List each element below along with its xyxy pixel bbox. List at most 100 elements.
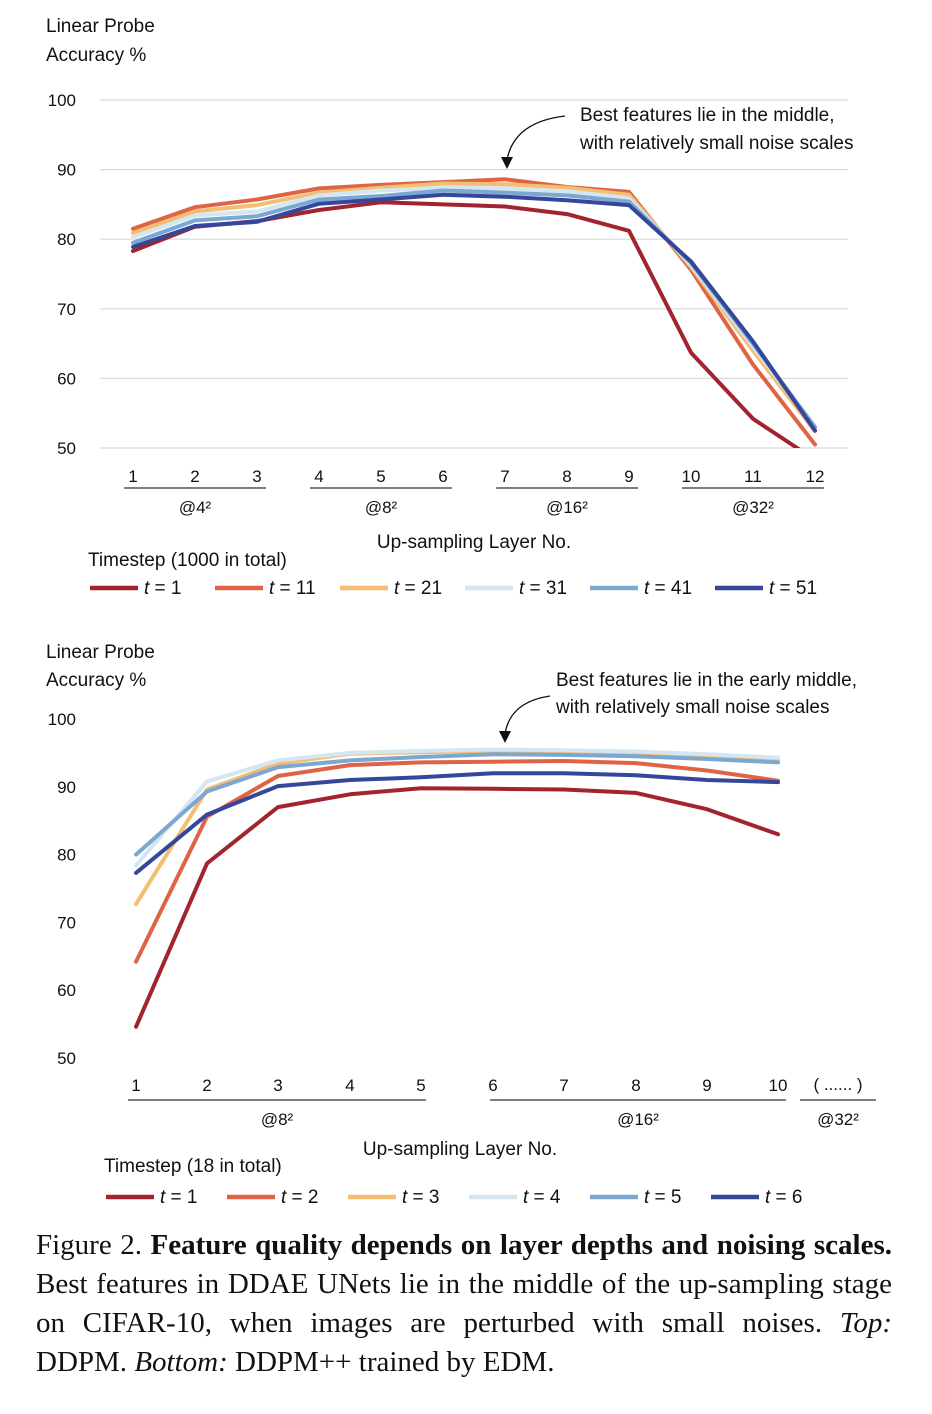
x-tick-label: 1: [131, 1076, 140, 1095]
legend-label: t = 31: [519, 578, 567, 599]
bottom-xlabel: Up-sampling Layer No.: [363, 1139, 557, 1160]
bottom-group-brackets: @8² @16² @32²: [128, 1099, 876, 1129]
bottom-annotation-line2: with relatively small noise scales: [555, 697, 830, 718]
x-tick-label: 8: [631, 1076, 640, 1095]
bottom-legend-title: Timestep (18 in total): [104, 1156, 282, 1177]
x-tick-label: 6: [488, 1076, 497, 1095]
bottom-extra-tick: ( ...... ): [813, 1075, 862, 1094]
y-tick-label: 80: [57, 846, 76, 865]
x-tick-label: 10: [769, 1076, 788, 1095]
x-tick-label: 7: [559, 1076, 568, 1095]
bottom-ylabel-line2: Accuracy %: [46, 670, 146, 691]
caption-text3: DDPM++ trained by EDM.: [227, 1346, 555, 1378]
x-tick-label: 10: [682, 467, 701, 486]
bottom-ylabel-line1: Linear Probe: [46, 642, 155, 663]
legend-label: t = 51: [769, 578, 817, 599]
top-group-brackets: @4² @8² @16² @32²: [124, 487, 824, 517]
group-label: @4²: [179, 498, 212, 517]
group-label: @16²: [617, 1110, 659, 1129]
x-tick-label: 2: [190, 467, 199, 486]
y-tick-label: 60: [57, 369, 76, 388]
x-tick-label: 5: [416, 1076, 425, 1095]
series-line-2: [134, 759, 780, 964]
series-line-2: [131, 177, 817, 447]
series-line-1: [131, 200, 801, 448]
top-annotation-arrowhead: [501, 157, 513, 169]
x-tick-label: 6: [438, 467, 447, 486]
bottom-x-tick-labels: 1 2 3 4 5 6 7 8 9 10: [131, 1076, 787, 1095]
y-tick-label: 90: [57, 778, 76, 797]
y-tick-label: 60: [57, 981, 76, 1000]
top-xlabel: Up-sampling Layer No.: [377, 532, 571, 553]
legend-label: t = 5: [644, 1187, 682, 1208]
series-line-5: [134, 752, 780, 857]
legend-label: t = 6: [765, 1187, 803, 1208]
bottom-y-tick-labels: 50 60 70 80 90 100: [48, 710, 76, 1068]
y-tick-label: 70: [57, 300, 76, 319]
group-label: @32²: [732, 498, 774, 517]
x-tick-label: 5: [376, 467, 385, 486]
caption-italic-bottom: Bottom:: [134, 1346, 228, 1378]
y-tick-label: 90: [57, 161, 76, 180]
top-y-tick-labels: 50 60 70 80 90 100: [48, 91, 76, 458]
caption-italic-top: Top:: [839, 1307, 892, 1339]
series-line-1: [134, 786, 780, 1029]
bottom-annotation-arrowhead: [499, 731, 511, 743]
group-label: @16²: [546, 498, 588, 517]
x-tick-label: 1: [128, 467, 137, 486]
x-tick-label: 12: [806, 467, 825, 486]
legend-label: t = 11: [269, 578, 316, 599]
y-tick-label: 70: [57, 913, 76, 932]
y-tick-label: 100: [48, 710, 76, 729]
x-tick-label: 11: [744, 467, 762, 486]
caption-prefix: Figure 2.: [36, 1229, 151, 1261]
x-tick-label: 9: [702, 1076, 711, 1095]
x-tick-label: 7: [500, 467, 509, 486]
legend-label: t = 1: [144, 578, 182, 599]
x-tick-label: 2: [202, 1076, 211, 1095]
figure-caption: Figure 2. Feature quality depends on lay…: [36, 1226, 892, 1382]
top-legend-title: Timestep (1000 in total): [88, 550, 287, 571]
top-annotation-arrow: [506, 115, 566, 161]
x-tick-label: 4: [314, 467, 323, 486]
bottom-legend: t = 1 t = 2 t = 3 t = 4 t = 5 t = 6: [106, 1187, 803, 1208]
legend-label: t = 1: [160, 1187, 198, 1208]
x-tick-label: 9: [624, 467, 633, 486]
legend-label: t = 4: [523, 1187, 561, 1208]
group-label: @32²: [817, 1110, 859, 1129]
group-label: @8²: [261, 1110, 294, 1129]
series-line-6: [131, 192, 817, 433]
caption-bold: Feature quality depends on layer depths …: [150, 1229, 892, 1261]
top-annotation-line1: Best features lie in the middle,: [580, 105, 835, 126]
legend-label: t = 3: [402, 1187, 440, 1208]
top-series-lines: [131, 177, 817, 448]
legend-label: t = 41: [644, 578, 692, 599]
y-tick-label: 80: [57, 230, 76, 249]
top-annotation-line2: with relatively small noise scales: [579, 133, 854, 154]
caption-text1: Best features in DDAE UNets lie in the m…: [36, 1268, 892, 1339]
x-tick-label: 3: [273, 1076, 282, 1095]
y-tick-label: 50: [57, 439, 76, 458]
group-label: @8²: [365, 498, 398, 517]
bottom-annotation-line1: Best features lie in the early middle,: [556, 670, 857, 691]
top-ylabel-line1: Linear Probe: [46, 16, 155, 37]
bottom-series-lines: [134, 747, 780, 1029]
y-tick-label: 50: [57, 1049, 76, 1068]
series-line-6: [134, 771, 780, 875]
caption-text2: DDPM.: [36, 1346, 135, 1378]
top-ylabel-line2: Accuracy %: [46, 45, 146, 66]
bottom-chart: Linear Probe Accuracy % 50 60 70 80 90 100 1 2…: [46, 642, 876, 1208]
y-tick-label: 100: [48, 91, 76, 110]
legend-label: t = 21: [394, 578, 442, 599]
series-line-4: [134, 747, 780, 868]
legend-label: t = 2: [281, 1187, 319, 1208]
top-gridlines: [100, 99, 848, 449]
x-tick-label: 3: [252, 467, 261, 486]
x-tick-label: 8: [562, 467, 571, 486]
x-tick-label: 4: [345, 1076, 354, 1095]
top-x-tick-labels: 1 2 3 4 5 6 7 8 9 10 11 12: [128, 467, 824, 486]
top-legend: t = 1 t = 11 t = 21 t = 31 t = 41 t = 51: [90, 578, 817, 599]
series-line-3: [131, 181, 817, 434]
